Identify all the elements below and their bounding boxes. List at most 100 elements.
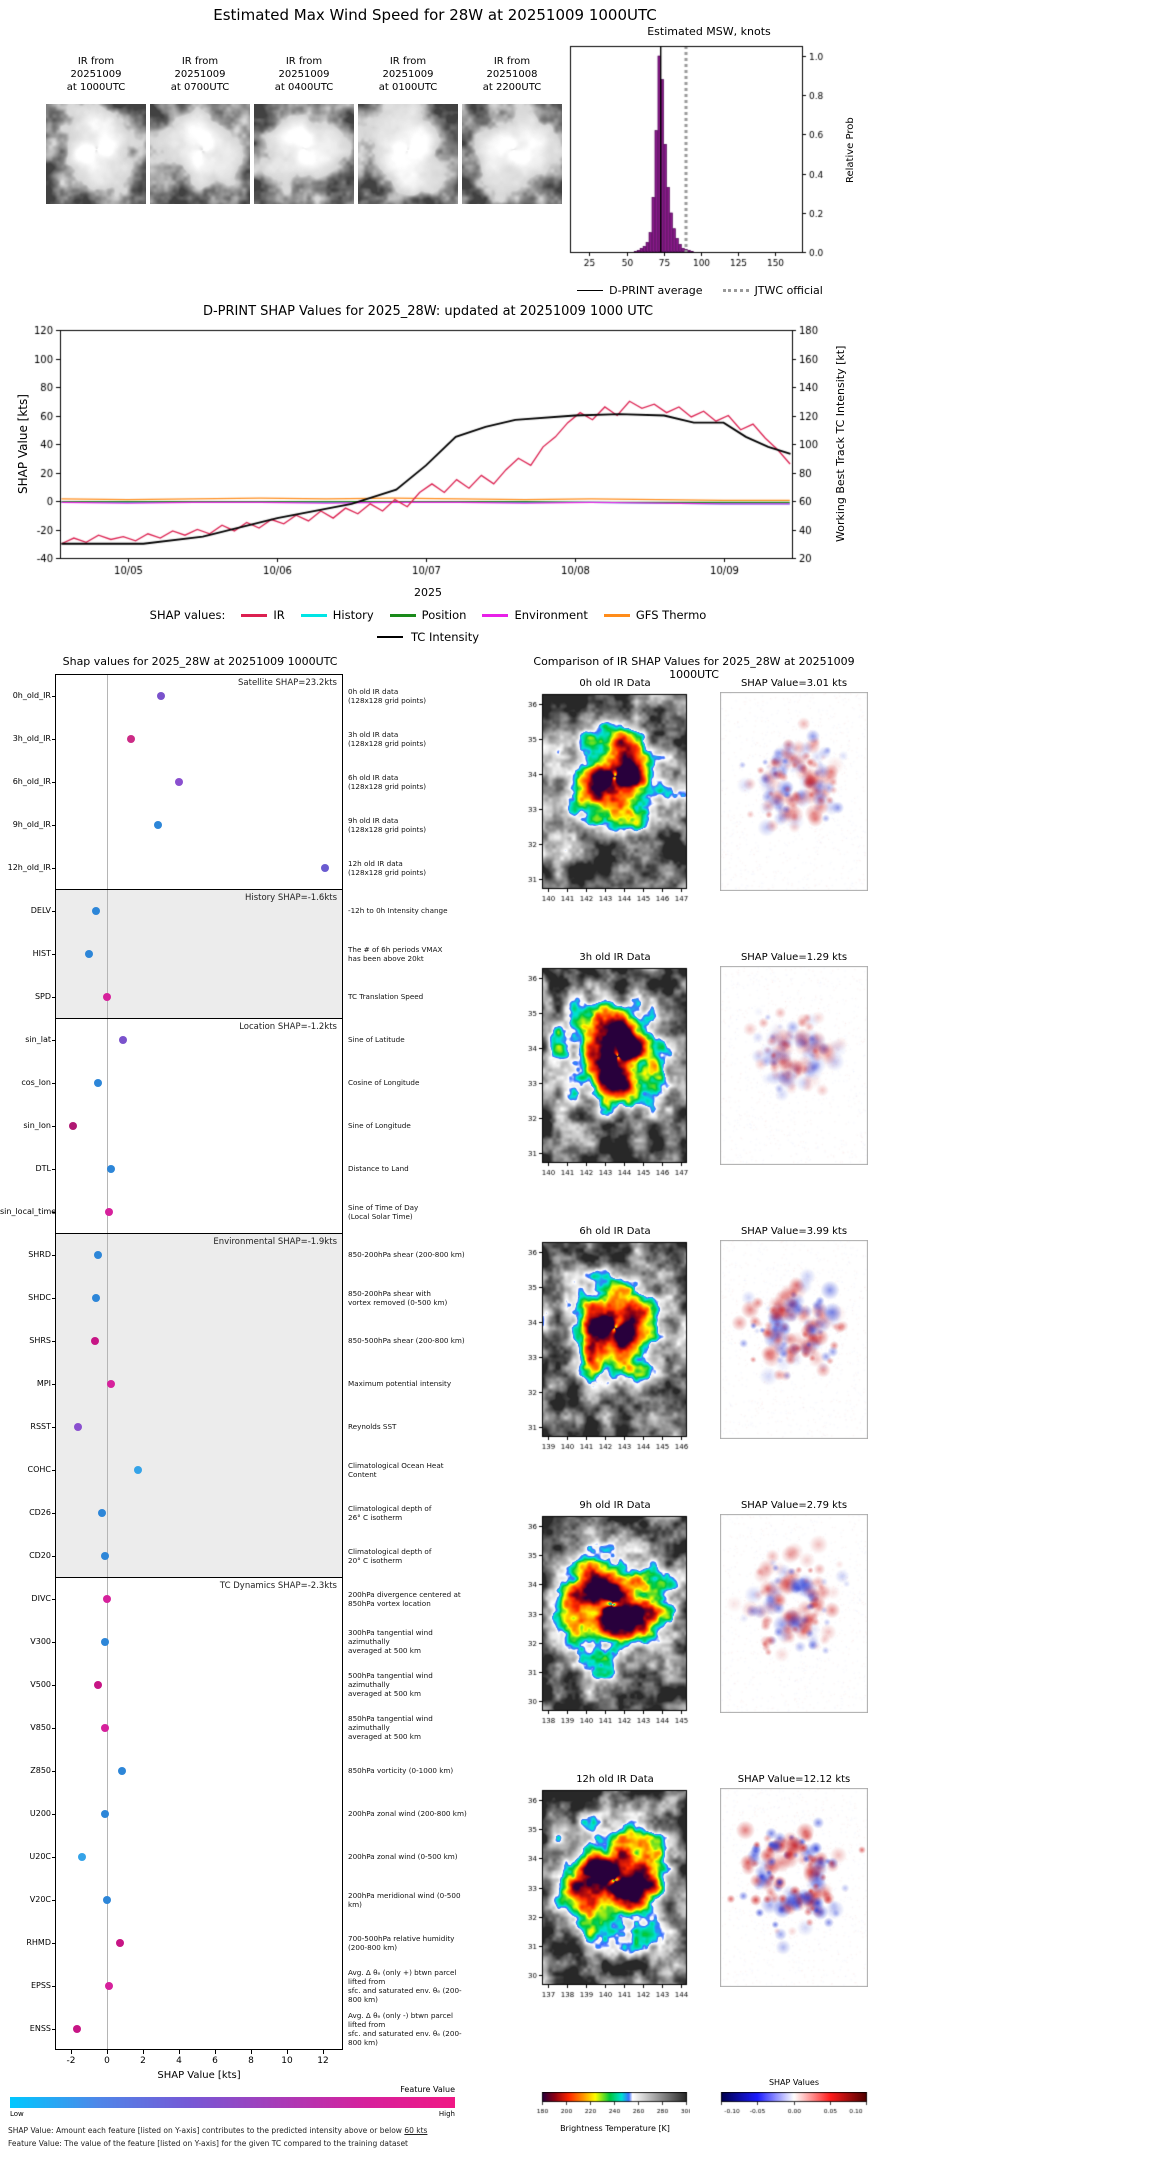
- feature-desc: 850hPa tangential wind azimuthally avera…: [348, 1706, 468, 1749]
- feature-tick: [52, 1986, 55, 1987]
- shap-dot: [90, 1336, 99, 1345]
- ir-thumbnail-image: [150, 104, 250, 204]
- feature-desc-text: Avg. Δ θₑ (only -) btwn parcel lifted fr…: [348, 2010, 462, 2047]
- group-header: History SHAP=-1.6kts: [244, 893, 337, 903]
- feature-label: sin_lon: [23, 1120, 51, 1130]
- feature-value-colorbar-title: Feature Value: [400, 2085, 455, 2094]
- feature-label: CD26: [29, 1507, 51, 1517]
- feature-label: V850: [30, 1722, 51, 1732]
- feature-tick: [52, 1771, 55, 1772]
- shap-dot: [94, 1250, 103, 1259]
- dotplot-x-tick: [71, 2050, 72, 2054]
- feature-tick: [52, 1685, 55, 1686]
- feature-desc-text: 200hPa zonal wind (200-800 km): [348, 1809, 467, 1818]
- shap-values-colorbar-label: SHAP Values: [768, 2078, 820, 2087]
- ir-thumbnail-label: 20251009: [174, 69, 226, 80]
- ir-data-image: [518, 1788, 690, 2002]
- shap-dot: [105, 1207, 113, 1216]
- shap-dot: [153, 820, 162, 829]
- shap-dot: [105, 1981, 113, 1990]
- histogram-legend-item: D-PRINT average: [577, 284, 703, 297]
- feature-desc-text: 850hPa tangential wind azimuthally avera…: [348, 1714, 433, 1741]
- feature-label: EPSS: [30, 1980, 51, 1990]
- ir-data-title: 0h old IR Data: [579, 678, 651, 689]
- feature-tick: [52, 2029, 55, 2030]
- ir-thumbnail-label: at 1000UTC: [66, 82, 126, 93]
- feature-tick: [52, 1857, 55, 1858]
- dotplot-x-tick-label: 10: [281, 2056, 293, 2066]
- feature-desc-text: 200hPa divergence centered at 850hPa vor…: [348, 1589, 461, 1608]
- feature-label: cos_lon: [21, 1077, 51, 1087]
- shap-dot: [321, 863, 329, 872]
- shap-dot: [72, 2024, 81, 2033]
- feature-label: SPD: [34, 991, 51, 1001]
- feature-label: sin_lat: [25, 1034, 51, 1044]
- shap-dot: [101, 1809, 110, 1818]
- timeseries-left-axis-label: SHAP Value [kts]: [16, 394, 30, 494]
- feature-desc: 700-500hPa relative humidity (200-800 km…: [348, 1921, 468, 1964]
- shap-dot: [103, 1594, 112, 1603]
- feature-label: SHDC: [28, 1292, 51, 1302]
- shap-dot: [97, 1508, 106, 1517]
- feature-desc: 200hPa zonal wind (200-800 km): [348, 1792, 468, 1835]
- timeseries-legend-row1: SHAP values: IR History Position Environment…: [2, 608, 854, 622]
- footnote-shap-value-text: SHAP Value: Amount each feature [listed …: [8, 2126, 405, 2135]
- feature-desc-text: Sine of Longitude: [348, 1121, 411, 1130]
- feature-label: Z850: [30, 1765, 51, 1775]
- feature-label: RHMD: [26, 1937, 51, 1947]
- group-separator: [55, 889, 343, 890]
- timeseries-legend-item: IR: [241, 608, 285, 622]
- ir-thumbnail-label: IR from: [493, 56, 531, 67]
- legend-label: Environment: [514, 608, 588, 622]
- feature-tick: [52, 1212, 55, 1213]
- histogram-legend: D-PRINT average JTWC official: [530, 284, 870, 297]
- shap-dot: [106, 1379, 115, 1388]
- group-header: Environmental SHAP=-1.9kts: [213, 1237, 337, 1247]
- feature-tick: [52, 1126, 55, 1127]
- shap-dot: [85, 949, 94, 958]
- feature-desc: 9h old IR data (128x128 grid points): [348, 803, 468, 846]
- feature-desc: Maximum potential intensity: [348, 1362, 468, 1405]
- feature-label: DIVC: [31, 1593, 51, 1603]
- feature-desc: 3h old IR data (128x128 grid points): [348, 717, 468, 760]
- group-header: Location SHAP=-1.2kts: [239, 1022, 337, 1032]
- feature-desc: Distance to Land: [348, 1147, 468, 1190]
- group-header: TC Dynamics SHAP=-2.3kts: [219, 1581, 337, 1591]
- shap-dot: [101, 1637, 110, 1646]
- shap-dot: [103, 992, 112, 1001]
- line-swatch: [241, 613, 268, 617]
- line-swatch: [603, 613, 630, 617]
- ir-thumbnail-image: [462, 104, 562, 204]
- timeseries-title: D-PRINT SHAP Values for 2025_28W: update…: [202, 304, 654, 319]
- feature-label: U20C: [29, 1851, 51, 1861]
- dotplot-x-tick-label: 2: [140, 2056, 146, 2066]
- feature-desc-text: 300hPa tangential wind azimuthally avera…: [348, 1628, 433, 1655]
- shap-dot: [103, 1895, 112, 1904]
- feature-desc-text: -12h to 0h Intensity change: [348, 906, 448, 915]
- histogram-y-axis-label: Relative Prob: [845, 117, 856, 183]
- shap-value-image: [720, 1514, 868, 1713]
- feature-tick: [52, 1427, 55, 1428]
- feature-desc: Climatological depth of 20° C isotherm: [348, 1534, 468, 1577]
- ir-thumbnail-label: at 2200UTC: [482, 82, 542, 93]
- dotplot-x-tick: [215, 2050, 216, 2054]
- feature-tick: [52, 782, 55, 783]
- shap-dot: [94, 1680, 103, 1689]
- shap-dot: [69, 1121, 77, 1130]
- feature-tick: [52, 868, 55, 869]
- feature-label: V300: [30, 1636, 51, 1646]
- feature-tick: [52, 1040, 55, 1041]
- feature-desc-text: Cosine of Longitude: [348, 1078, 420, 1087]
- timeseries-legend-item: History: [300, 608, 374, 622]
- ir-thumbnail-label: 20251009: [70, 69, 122, 80]
- ir-thumbnail-label: at 0100UTC: [378, 82, 438, 93]
- feature-label: HIST: [32, 948, 51, 958]
- colorbar-high-label: High: [438, 2110, 455, 2118]
- feature-tick: [52, 1943, 55, 1944]
- feature-desc: 850-200hPa shear with vortex removed (0-…: [348, 1276, 468, 1319]
- brightness-temperature-colorbar-label: Brightness Temperature [K]: [560, 2124, 670, 2133]
- feature-desc: 850-200hPa shear (200-800 km): [348, 1233, 468, 1276]
- shap-dot: [101, 1723, 110, 1732]
- feature-desc: 0h old IR data (128x128 grid points): [348, 674, 468, 717]
- comparison-title: Comparison of IR SHAP Values for 2025_28…: [533, 655, 855, 681]
